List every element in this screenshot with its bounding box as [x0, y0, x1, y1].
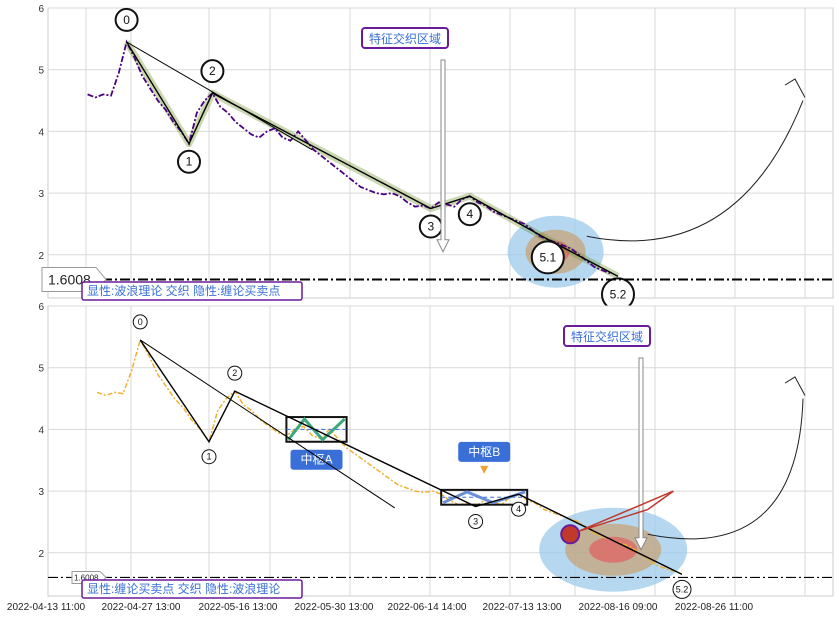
y-tick-label: 2: [38, 251, 44, 262]
callout-text: 特征交织区域: [571, 329, 643, 344]
wave-point-circle: [530, 240, 565, 275]
signal-marker: [560, 524, 581, 545]
wave-point-label: 3: [473, 517, 478, 527]
projection-curve: [647, 398, 804, 540]
callout-box: [563, 325, 651, 347]
legend-text: 显性:缠论买卖点 交织 隐性:波浪理论: [87, 581, 280, 596]
wave-point-label: 4: [466, 207, 473, 221]
wave-point-circle: [177, 149, 201, 174]
price-series-line: [87, 39, 611, 275]
wave-point-label: 5.2: [676, 584, 689, 594]
wave-point-circle: [132, 314, 148, 330]
panel-bottom: 2 3 4 5 6 中枢A 中枢B 0 1 2 3 4 5.2 1.6008 特征交织区域显性:缠论买卖点 …: [38, 302, 834, 599]
x-tick-label: 2022-06-14 14:00: [388, 602, 467, 613]
y-tick-label: 6: [38, 302, 44, 313]
legend-text: 显性:波浪理论 交织 隐性:缠论买卖点: [87, 283, 280, 298]
y-tick-label: 3: [38, 189, 44, 200]
wave-point-label: 5.2: [610, 287, 627, 301]
pivot-label: 中枢A: [300, 452, 332, 467]
x-tick-label: 2022-04-27 13:00: [102, 602, 181, 613]
wave-point-label: 4: [516, 504, 521, 514]
wave-line: [126, 41, 619, 278]
callout-arrow: [436, 59, 450, 253]
wave-point-circle: [200, 59, 225, 84]
wave-point-circle: [511, 501, 527, 517]
wave-point-circle: [457, 202, 482, 227]
x-tick-label: 2022-04-13 11:00: [7, 602, 86, 613]
plot-frame: [47, 305, 834, 597]
price-series-line: [96, 337, 674, 573]
wave-trend-line: [139, 339, 396, 509]
x-tick-label: 2022-05-30 13:00: [295, 602, 374, 613]
legend-box: [81, 579, 303, 599]
wave-point-circle: [672, 579, 692, 599]
legend-box: [81, 281, 303, 301]
pivot-label-box: [458, 441, 511, 462]
y-tick-label: 6: [38, 4, 44, 15]
wave-point-label: 0: [138, 317, 143, 327]
y-tick-label: 3: [38, 487, 44, 498]
level-value: 1.6008: [48, 271, 91, 287]
y-tick-label: 4: [38, 127, 44, 138]
x-tick-label: 2022-08-16 09:00: [579, 602, 658, 613]
wave-point-circle: [201, 449, 217, 465]
wave-point-label: 1: [206, 452, 211, 462]
x-tick-label: 2022-05-16 13:00: [199, 602, 278, 613]
projection-end-marker: [784, 376, 806, 396]
wave-point-circle: [227, 365, 243, 381]
pivot-arrow: [480, 465, 489, 474]
callout-arrow: [634, 357, 648, 551]
y-tick-label: 5: [38, 66, 44, 77]
wave-trend-line: [126, 41, 313, 151]
wave-point-circle: [468, 514, 484, 530]
pivot-label: 中枢B: [468, 444, 500, 459]
y-tick-label: 2: [38, 549, 44, 560]
signal-wedge: [578, 490, 674, 532]
wave-point-circle: [114, 7, 139, 32]
projection-end-marker: [784, 78, 806, 98]
wave-point-label: 2: [209, 64, 216, 78]
x-tick-label: 2022-08-26 11:00: [675, 602, 754, 613]
wave-line: [139, 339, 683, 576]
feature-zone-inner: [589, 536, 638, 563]
wave-point-label: 2: [232, 368, 237, 378]
projection-curve: [586, 100, 804, 242]
y-tick-label: 4: [38, 425, 44, 436]
level-value: 1.6008: [74, 573, 99, 582]
y-tick-label: 5: [38, 364, 44, 375]
wave-point-label: 5.1: [539, 250, 556, 264]
callout-text: 特征交织区域: [369, 31, 441, 46]
wave-point-label: 3: [427, 220, 434, 234]
wave-point-label: 1: [186, 155, 193, 169]
callout-box: [361, 27, 449, 49]
wave-point-label: 0: [123, 13, 130, 27]
x-tick-label: 2022-07-13 13:00: [483, 602, 562, 613]
